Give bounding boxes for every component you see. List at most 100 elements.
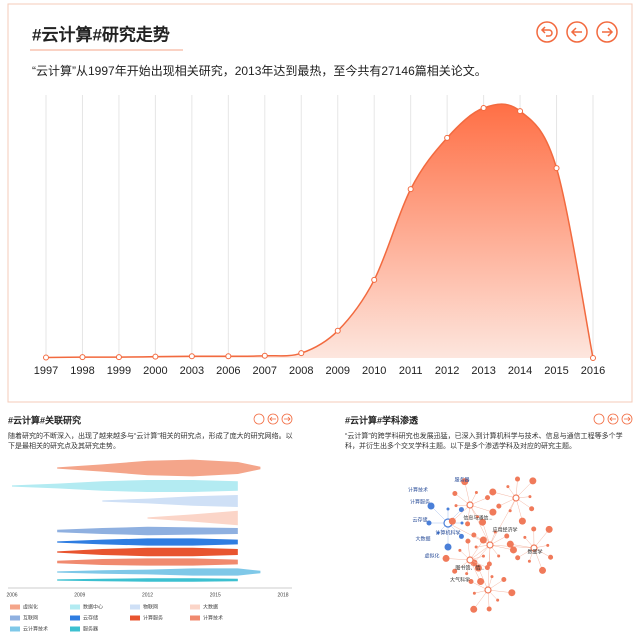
node-label: 计算技术 — [408, 486, 428, 493]
node-leaf — [461, 478, 469, 486]
node-leaf — [458, 507, 464, 513]
area — [46, 104, 593, 359]
x-tick-label: 2015 — [544, 365, 568, 377]
node-leaf — [465, 572, 469, 576]
node-leaf — [471, 532, 477, 538]
node-leaf — [474, 491, 478, 495]
point — [407, 186, 414, 193]
edge — [469, 504, 493, 513]
undo-button[interactable] — [536, 21, 558, 43]
node-leaf — [458, 533, 464, 539]
legend-swatch — [130, 604, 140, 610]
chart-title: #云计算#关联研究 — [8, 414, 81, 425]
node-leaf — [548, 554, 554, 560]
node-leaf — [458, 548, 462, 552]
x-tick-label: 2008 — [289, 365, 313, 377]
chart-title: #云计算#研究走势 — [32, 24, 170, 44]
node-leaf — [484, 565, 490, 571]
point — [444, 134, 451, 141]
node-leaf — [527, 559, 531, 563]
point — [115, 354, 122, 361]
node-leaf — [531, 526, 537, 532]
node-leaf — [515, 476, 521, 482]
node-hub — [466, 556, 474, 564]
x-tick-label: 2012 — [142, 592, 153, 598]
node-hub — [486, 541, 494, 549]
node-leaf — [470, 605, 478, 613]
node-label: 计算机科学 — [435, 529, 460, 536]
prev-button[interactable] — [607, 413, 619, 425]
point — [590, 355, 596, 361]
node-leaf — [506, 485, 510, 489]
legend-swatch — [10, 615, 20, 621]
node-label: 信息与通信... — [463, 514, 492, 521]
legend-label: 大数据 — [203, 603, 218, 610]
node-leaf — [426, 520, 432, 526]
stream — [147, 510, 238, 526]
node-leaf — [481, 554, 485, 558]
node-leaf — [515, 555, 521, 561]
point — [188, 353, 195, 360]
next-button[interactable] — [596, 21, 618, 43]
x-tick-label: 2010 — [362, 365, 386, 377]
edge — [482, 522, 491, 546]
stream — [57, 568, 261, 576]
node-label: 计算服务 — [410, 498, 430, 505]
undo-button[interactable] — [253, 413, 265, 425]
next-button[interactable] — [621, 413, 633, 425]
node-label: 服务器 — [454, 476, 469, 483]
legend-label: 数据中心 — [83, 603, 103, 610]
node-leaf — [496, 598, 500, 602]
edge — [452, 504, 471, 522]
node-label: 数量学 — [527, 548, 542, 555]
node-leaf — [477, 578, 485, 586]
node-leaf — [468, 579, 474, 585]
node-leaf — [448, 517, 456, 525]
next-button[interactable] — [281, 413, 293, 425]
node-leaf — [486, 561, 492, 567]
node-leaf — [509, 546, 517, 554]
x-tick-label: 1997 — [34, 365, 58, 377]
x-tick-label: 2009 — [325, 365, 349, 377]
prev-button[interactable] — [267, 413, 279, 425]
node-leaf — [460, 521, 464, 525]
point — [43, 354, 49, 361]
stream — [57, 578, 238, 582]
node-leaf — [497, 554, 501, 558]
node-leaf — [545, 525, 553, 533]
x-tick-label: 2000 — [143, 365, 167, 377]
chart-title: #云计算#学科渗透 — [345, 414, 419, 425]
node-leaf — [479, 518, 487, 526]
edge — [473, 589, 489, 610]
edge — [469, 559, 481, 582]
node-leaf — [523, 535, 527, 539]
node-leaf — [452, 568, 458, 574]
point — [79, 354, 86, 361]
point — [371, 276, 378, 283]
x-tick-label: 2015 — [210, 592, 221, 598]
x-tick-label: 2014 — [508, 365, 532, 377]
node-label: 虚拟化 — [424, 552, 439, 559]
point — [298, 350, 305, 357]
x-tick-label: 1998 — [70, 365, 94, 377]
point — [261, 352, 268, 359]
undo-button[interactable] — [593, 413, 605, 425]
edge — [489, 544, 514, 551]
node-label: 大数据 — [415, 535, 430, 542]
edge — [464, 481, 471, 506]
edge — [492, 491, 517, 499]
node-leaf — [501, 577, 507, 583]
prev-button[interactable] — [566, 21, 588, 43]
x-tick-label: 1999 — [107, 365, 131, 377]
node-leaf — [489, 508, 497, 516]
node-leaf — [446, 507, 450, 511]
node-leaf — [529, 477, 537, 485]
stream — [57, 538, 238, 546]
edge — [510, 543, 535, 549]
x-tick-label: 2013 — [471, 365, 495, 377]
node-leaf — [485, 495, 491, 501]
legend-swatch — [70, 604, 80, 610]
node-leaf — [476, 515, 480, 519]
node-label: 图书馆、情... — [455, 564, 484, 571]
